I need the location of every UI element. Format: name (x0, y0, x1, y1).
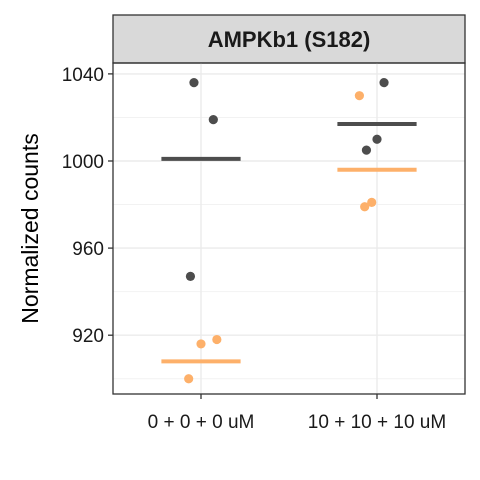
data-points (184, 77, 389, 384)
data-point (196, 339, 206, 349)
data-point (208, 115, 218, 125)
y-tick-label: 960 (72, 239, 104, 260)
x-axis: 0 + 0 + 0 uM 10 + 10 + 10 uM (148, 394, 446, 433)
mean-lines (161, 121, 417, 364)
y-axis-label: Normalized counts (17, 133, 43, 323)
data-point (189, 77, 199, 88)
data-point (361, 145, 372, 155)
y-tick-label: 1000 (62, 152, 104, 173)
data-point (360, 202, 370, 212)
x-tick-label: 10 + 10 + 10 uM (308, 412, 446, 433)
data-point (354, 91, 364, 101)
facet-strip: AMPKb1 (S182) (112, 14, 466, 64)
data-point (185, 271, 196, 282)
data-point (372, 134, 382, 144)
data-point (367, 197, 377, 207)
y-axis: 920 960 1000 1040 (62, 65, 113, 347)
chart-title: AMPKb1 (S182) (208, 27, 371, 52)
data-point (184, 374, 194, 384)
y-tick-label: 1040 (62, 65, 104, 86)
panel-border (112, 62, 466, 395)
data-point (379, 77, 389, 88)
data-point (212, 334, 222, 345)
y-tick-label: 920 (72, 326, 104, 347)
facet-strip-background (112, 14, 466, 64)
x-tick-label: 0 + 0 + 0 uM (148, 412, 255, 433)
grid (113, 63, 465, 394)
